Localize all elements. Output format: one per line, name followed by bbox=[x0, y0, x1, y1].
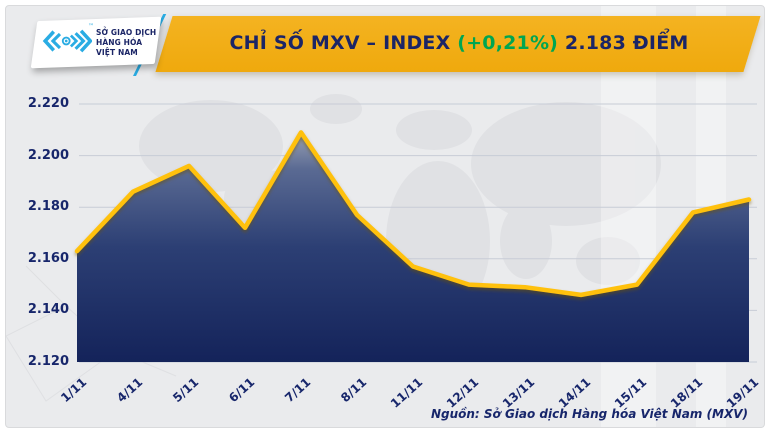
x-axis-label: 8/11 bbox=[338, 375, 370, 406]
mxv-logo-icon: ™ bbox=[42, 23, 94, 60]
y-axis-label: 2.160 bbox=[27, 250, 69, 266]
y-axis-label: 2.180 bbox=[27, 199, 69, 215]
x-axis-label: 7/11 bbox=[282, 375, 314, 406]
chart-title: CHỈ SỐ MXV – INDEX (+0,21%) 2.183 ĐIỂM bbox=[176, 32, 742, 54]
logo-line-2: HÀNG HÓA bbox=[96, 38, 143, 48]
y-axis-label: 2.120 bbox=[27, 354, 69, 369]
background-panel: CHỈ SỐ MXV – INDEX (+0,21%) 2.183 ĐIỂM bbox=[5, 5, 765, 428]
logo-org-name: SỞ GIAO DỊCH HÀNG HÓA VIỆT NAM bbox=[96, 28, 156, 57]
x-axis-label: 6/11 bbox=[226, 375, 258, 406]
x-axis-label: 1/11 bbox=[58, 375, 90, 406]
chart-area: 2.220 2.200 2.180 2.160 2.140 2.120 1/11 4/11 5… bbox=[6, 6, 764, 427]
logo-line-3: VIỆT NAM bbox=[96, 47, 138, 57]
chart-svg bbox=[74, 103, 757, 363]
trademark-symbol: ™ bbox=[88, 23, 94, 30]
title-suffix: 2.183 ĐIỂM bbox=[558, 32, 689, 54]
x-axis-label: 4/11 bbox=[114, 375, 146, 406]
y-axis-label: 2.220 bbox=[27, 96, 69, 111]
logo: ™ SỞ GIAO DỊCH HÀNG HÓA VIỆT NAM bbox=[42, 23, 156, 62]
x-axis-label: 11/11 bbox=[387, 375, 426, 411]
area-fill bbox=[77, 132, 749, 362]
title-prefix: CHỈ SỐ MXV – INDEX bbox=[229, 32, 458, 54]
index-line bbox=[74, 130, 752, 298]
y-axis-label: 2.200 bbox=[27, 147, 69, 163]
x-axis-label: 5/11 bbox=[170, 375, 202, 406]
source-caption: Nguồn: Sở Giao dịch Hàng hóa Việt Nam (M… bbox=[430, 407, 748, 421]
y-axis-label: 2.140 bbox=[27, 302, 69, 318]
logo-line-1: SỞ GIAO DỊCH bbox=[96, 28, 157, 38]
index-series bbox=[74, 130, 752, 362]
change-percent: (+0,21%) bbox=[457, 32, 559, 54]
